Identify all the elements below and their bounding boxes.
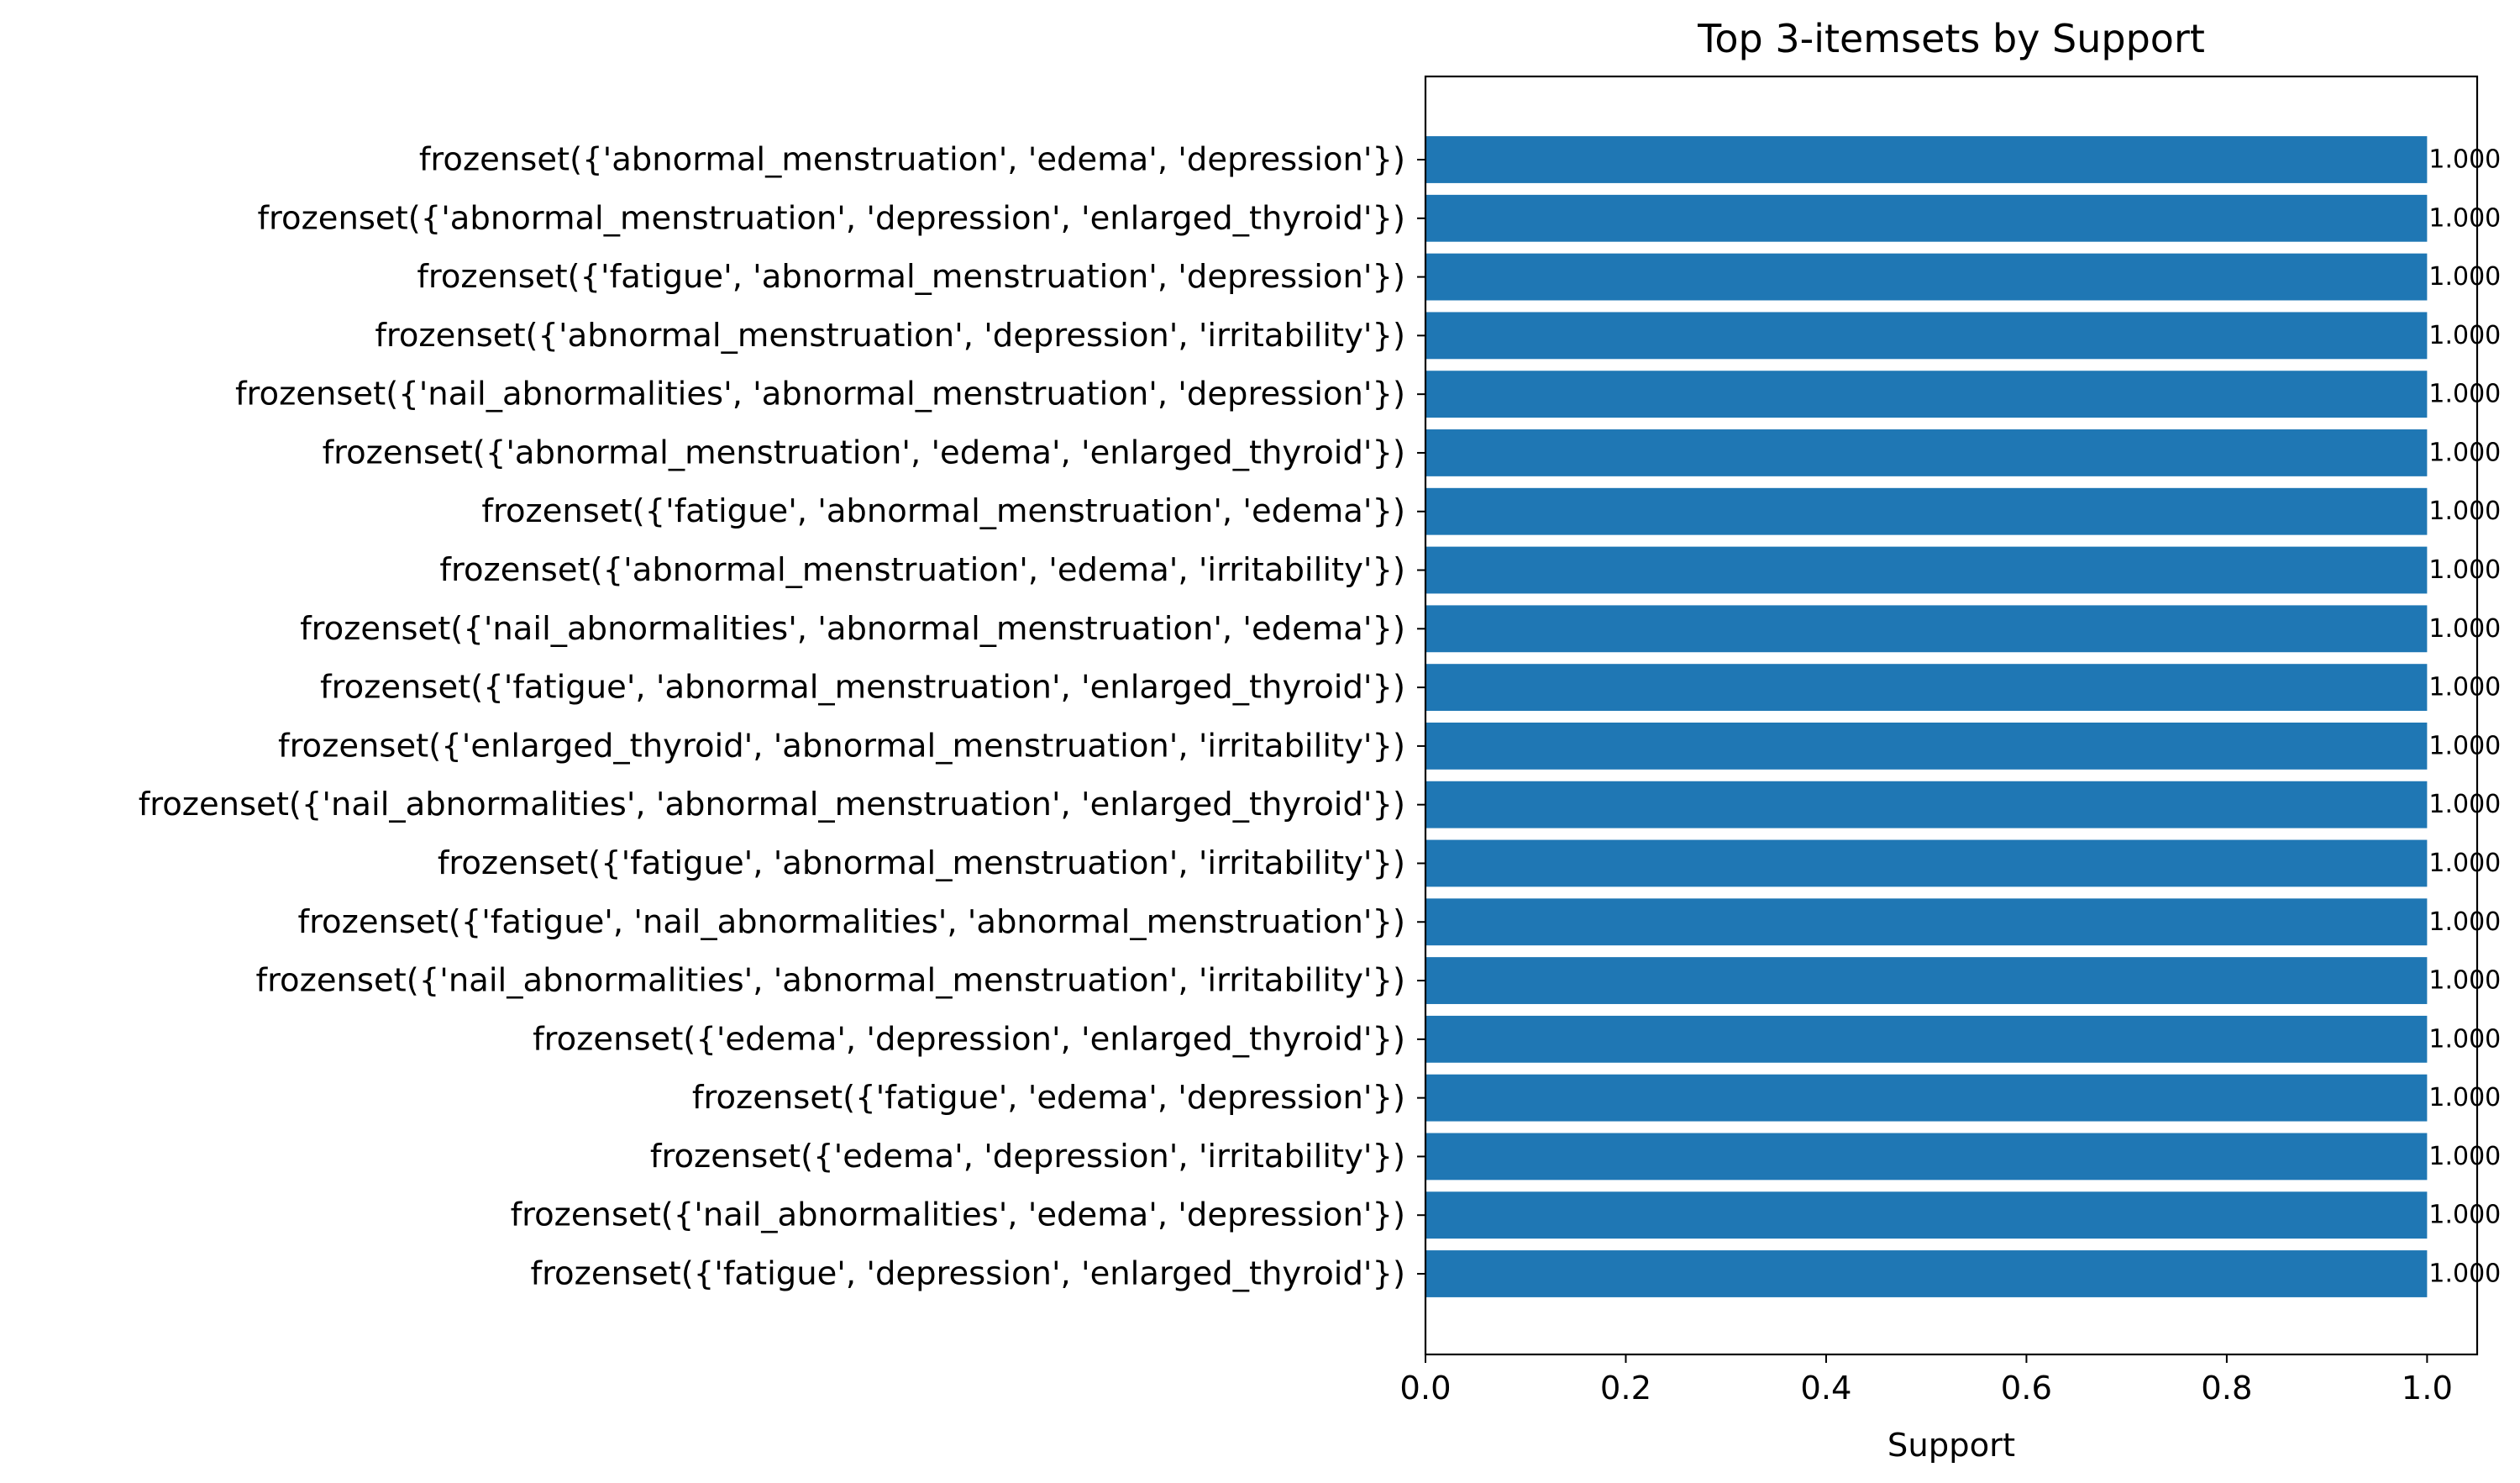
bar	[1425, 722, 2428, 770]
category-label: frozenset({'edema', 'depression', 'enlar…	[533, 1020, 1405, 1058]
value-label: 1.000	[2428, 731, 2501, 760]
bar	[1425, 1191, 2428, 1239]
value-label: 1.000	[2428, 262, 2501, 292]
x-tick-label: 0.4	[1800, 1370, 1851, 1407]
value-label: 1.000	[2428, 1201, 2501, 1230]
value-labels: 1.000 1.000 1.000 1.000 1.000 1.000 1.000 1.000…	[2428, 145, 2501, 1289]
value-label: 1.000	[2428, 849, 2501, 878]
value-label: 1.000	[2428, 790, 2501, 819]
x-tick-label: 0.2	[1600, 1370, 1651, 1407]
category-label: frozenset({'nail_abnormalities', 'abnorm…	[235, 376, 1405, 413]
x-axis-title: Support	[1887, 1427, 2015, 1465]
category-labels: frozenset({'abnormal_menstruation', 'ede…	[139, 141, 1425, 1293]
value-label: 1.000	[2428, 203, 2501, 233]
value-label: 1.000	[2428, 1142, 2501, 1171]
x-tick-label: 0.0	[1399, 1370, 1451, 1407]
value-label: 1.000	[2428, 145, 2501, 175]
bar	[1425, 898, 2428, 946]
plot-frame	[1424, 75, 2479, 1356]
category-label: frozenset({'fatigue', 'abnormal_menstrua…	[438, 844, 1405, 882]
category-label: frozenset({'abnormal_menstruation', 'dep…	[375, 317, 1405, 355]
bar	[1425, 957, 2428, 1004]
value-label: 1.000	[2428, 673, 2501, 702]
value-label: 1.000	[2428, 380, 2501, 409]
bar	[1425, 429, 2428, 476]
x-axis: 0.0 0.2 0.4 0.6 0.8 1.0	[1399, 1354, 2453, 1407]
value-label: 1.000	[2428, 555, 2501, 585]
category-label: frozenset({'edema', 'depression', 'irrit…	[650, 1138, 1405, 1175]
bar	[1425, 253, 2428, 301]
category-label: frozenset({'nail_abnormalities', 'edema'…	[511, 1196, 1405, 1234]
category-label: frozenset({'fatigue', 'abnormal_menstrua…	[417, 258, 1405, 296]
value-label: 1.000	[2428, 907, 2501, 937]
bars-layer	[1425, 136, 2428, 1297]
value-label: 1.000	[2428, 1024, 2501, 1054]
bar	[1425, 487, 2428, 535]
category-label: frozenset({'fatigue', 'depression', 'enl…	[531, 1255, 1405, 1293]
value-label: 1.000	[2428, 438, 2501, 467]
value-label: 1.000	[2428, 1083, 2501, 1112]
category-label: frozenset({'abnormal_menstruation', 'ede…	[419, 141, 1405, 179]
category-label: frozenset({'nail_abnormalities', 'abnorm…	[300, 610, 1405, 648]
bar	[1425, 1015, 2428, 1063]
bar	[1425, 1133, 2428, 1181]
value-label: 1.000	[2428, 966, 2501, 996]
bar	[1425, 136, 2428, 183]
value-label: 1.000	[2428, 321, 2501, 350]
category-label: frozenset({'abnormal_menstruation', 'ede…	[323, 434, 1405, 471]
bar	[1425, 781, 2428, 828]
value-label: 1.000	[2428, 614, 2501, 644]
x-tick-label: 1.0	[2402, 1370, 2453, 1407]
value-label: 1.000	[2428, 497, 2501, 526]
x-tick-label: 0.6	[2001, 1370, 2052, 1407]
category-label: frozenset({'fatigue', 'abnormal_menstrua…	[481, 492, 1405, 530]
chart-title: Top 3-itemsets by Support	[1697, 16, 2205, 61]
bar	[1425, 546, 2428, 594]
bar	[1425, 664, 2428, 712]
category-label: frozenset({'nail_abnormalities', 'abnorm…	[256, 962, 1405, 1000]
category-label: frozenset({'abnormal_menstruation', 'dep…	[257, 199, 1405, 237]
bar	[1425, 605, 2428, 653]
category-label: frozenset({'enlarged_thyroid', 'abnormal…	[278, 727, 1405, 765]
bar	[1425, 371, 2428, 418]
category-label: frozenset({'abnormal_menstruation', 'ede…	[439, 551, 1405, 589]
category-label: frozenset({'fatigue', 'nail_abnormalitie…	[298, 903, 1405, 941]
category-label: frozenset({'nail_abnormalities', 'abnorm…	[139, 786, 1405, 823]
value-label: 1.000	[2428, 1259, 2501, 1289]
bar	[1425, 839, 2428, 887]
bar	[1425, 194, 2428, 242]
category-label: frozenset({'fatigue', 'abnormal_menstrua…	[320, 669, 1405, 707]
bar	[1425, 1250, 2428, 1297]
category-label: frozenset({'fatigue', 'edema', 'depressi…	[692, 1079, 1405, 1117]
bar	[1425, 1074, 2428, 1122]
x-tick-label: 0.8	[2201, 1370, 2252, 1407]
bar	[1425, 312, 2428, 360]
